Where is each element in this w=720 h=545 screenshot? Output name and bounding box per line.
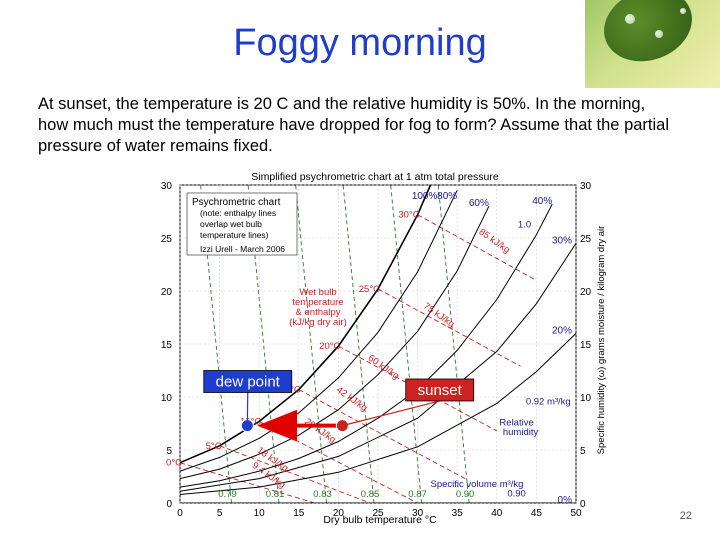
side-label: 1.0 <box>518 219 531 230</box>
y-tick-label-left: 0 <box>166 499 172 510</box>
rh-label: 20% <box>552 325 572 336</box>
dew-point-label: dew point <box>216 374 281 391</box>
side-label: 0.90 <box>507 489 526 500</box>
y-tick-label-right: 5 <box>580 446 586 457</box>
x-tick-label: 40 <box>491 508 503 519</box>
page-number: 22 <box>680 510 692 522</box>
y-tick-label-right: 30 <box>580 181 592 192</box>
wetbulb-label: 5°C <box>206 441 222 452</box>
info-box-line: temperature lines) <box>200 230 269 240</box>
x-axis-label: Dry bulb temperature °C <box>323 514 437 526</box>
y-tick-label-left: 20 <box>161 287 173 298</box>
wetbulb-box-line: (kJ/kg dry air) <box>289 317 347 328</box>
x-tick-label: 35 <box>452 508 464 519</box>
chart-title: Simplified psychrometric chart at 1 atm … <box>251 171 499 183</box>
side-label: humidity <box>503 427 539 438</box>
info-box-line: overlap wet bulb <box>200 219 262 229</box>
wetbulb-label: 30°C <box>398 210 419 221</box>
y-tick-label-right: 15 <box>580 340 592 351</box>
rh-label: 30% <box>552 235 572 246</box>
x-tick-label: 0 <box>177 508 183 519</box>
x-tick-label: 15 <box>293 508 305 519</box>
rh-label: 0% <box>558 495 573 506</box>
x-tick-label: 45 <box>531 508 543 519</box>
y-tick-label-right: 0 <box>580 499 586 510</box>
y-tick-label-left: 25 <box>161 234 173 245</box>
wetbulb-label: 25°C <box>359 284 380 295</box>
volume-label: 0.79 <box>218 489 237 500</box>
info-box-line: (note: enthalpy lines <box>200 208 276 218</box>
rh-label: 60% <box>469 198 489 209</box>
y-axis-label: Specific humidity (ω) grams moisture / k… <box>596 226 607 455</box>
wetbulb-label: 20°C <box>319 341 340 352</box>
volume-label: 0.83 <box>313 489 332 500</box>
info-box-line: Psychrometric chart <box>192 197 281 208</box>
side-label: 0.92 m³/kg <box>526 396 571 407</box>
rh-label: 80% <box>437 191 457 202</box>
volume-label: 0.90 <box>456 489 475 500</box>
y-tick-label-right: 20 <box>580 287 592 298</box>
sunset-label: sunset <box>418 382 463 399</box>
info-box-line: Izzi Urell - March 2006 <box>200 244 285 254</box>
y-tick-label-left: 5 <box>166 446 172 457</box>
y-tick-label-left: 30 <box>161 181 173 192</box>
x-tick-label: 10 <box>254 508 266 519</box>
y-tick-label-left: 10 <box>161 393 173 404</box>
volume-label: 0.85 <box>361 489 380 500</box>
y-tick-label-right: 25 <box>580 234 592 245</box>
x-tick-label: 5 <box>217 508 223 519</box>
y-tick-label-right: 10 <box>580 393 592 404</box>
y-tick-label-left: 15 <box>161 340 173 351</box>
wetbulb-label: 0°C <box>166 458 182 469</box>
volume-label: 0.87 <box>408 489 427 500</box>
volume-label: 0.81 <box>266 489 285 500</box>
rh-label: 40% <box>532 196 552 207</box>
rh-label: 100% <box>412 191 438 202</box>
